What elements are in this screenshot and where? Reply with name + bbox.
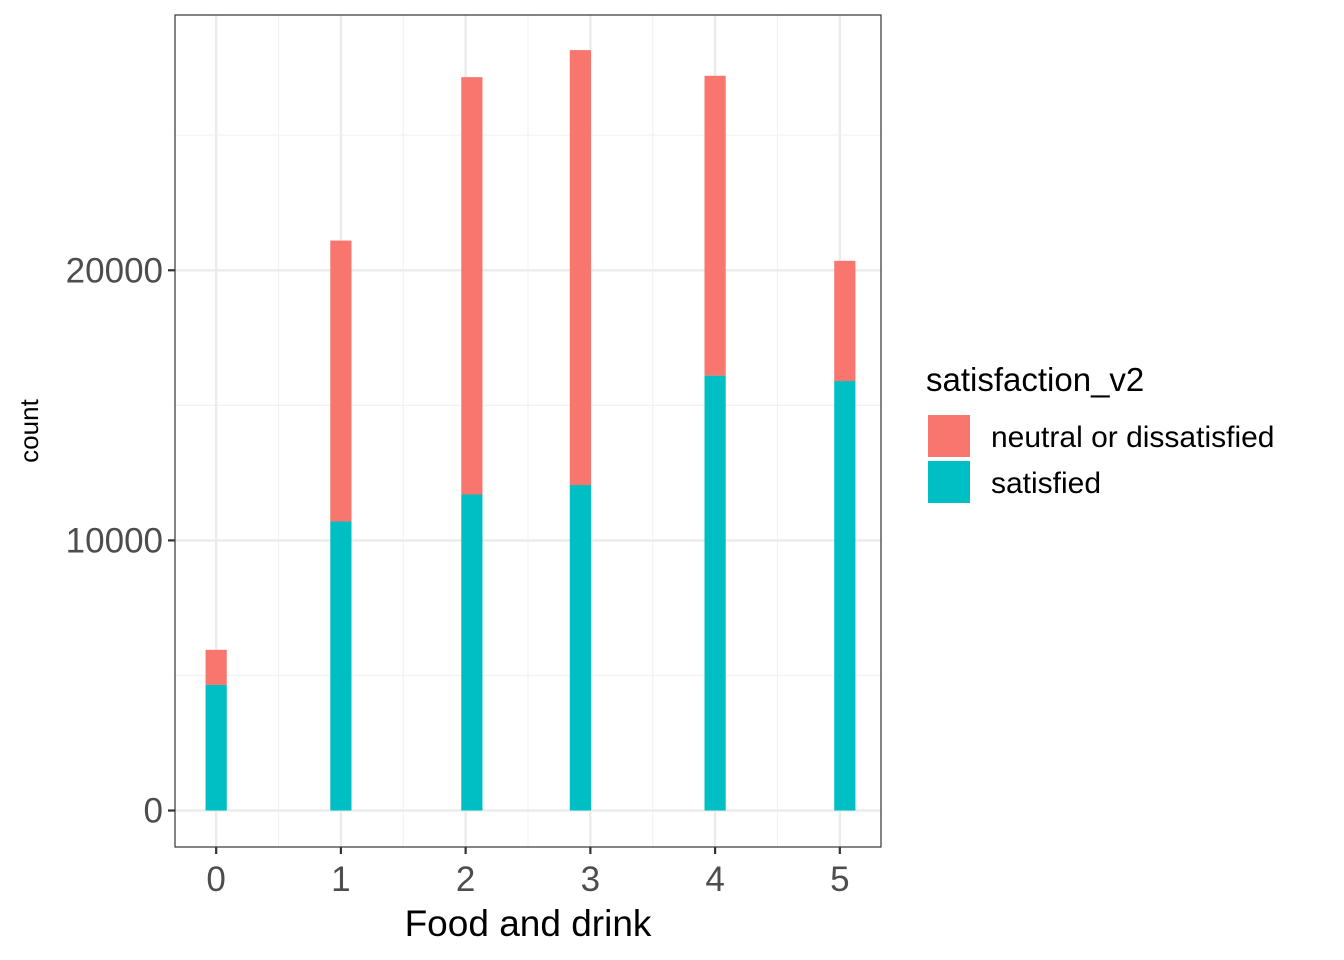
x-axis-ticks: 0 1 2 3 4 5 [206,847,850,899]
y-tick-label: 0 [144,792,163,831]
bar-satisfied-4 [704,375,726,811]
bar-satisfied-0 [205,684,227,811]
bars [205,50,856,811]
bar-neutral-or-dissatisfied-2 [461,77,483,495]
bar-neutral-or-dissatisfied-0 [205,649,227,685]
x-tick-label: 3 [581,860,600,899]
y-axis-title: count [14,398,44,462]
y-tick-label: 20000 [66,251,163,290]
x-tick-label: 0 [206,860,225,899]
x-tick-label: 2 [456,860,475,899]
x-axis-title: Food and drink [405,903,652,944]
legend: satisfaction_v2 neutral or dissatisfied s… [926,361,1274,503]
bar-satisfied-3 [569,485,591,811]
bar-neutral-or-dissatisfied-4 [704,75,726,376]
minor-gridlines [175,15,881,847]
bar-satisfied-5 [834,381,856,811]
legend-label-satisfied: satisfied [991,467,1101,500]
panel-border [174,14,882,848]
bar-neutral-or-dissatisfied-5 [834,260,856,382]
legend-label-neutral-or-dissatisfied: neutral or dissatisfied [991,421,1274,454]
legend-key-satisfied [928,461,970,503]
legend-key-neutral-or-dissatisfied [928,415,970,457]
bar-satisfied-2 [461,494,483,811]
x-tick-label: 5 [830,860,849,899]
bar-satisfied-1 [330,521,352,811]
bar-neutral-or-dissatisfied-3 [569,50,591,486]
x-tick-label: 1 [331,860,350,899]
x-tick-label: 4 [705,860,724,899]
legend-title: satisfaction_v2 [926,361,1144,398]
bar-neutral-or-dissatisfied-1 [330,240,352,522]
y-axis-ticks: 0 10000 20000 [66,251,175,831]
y-tick-label: 10000 [66,521,163,560]
